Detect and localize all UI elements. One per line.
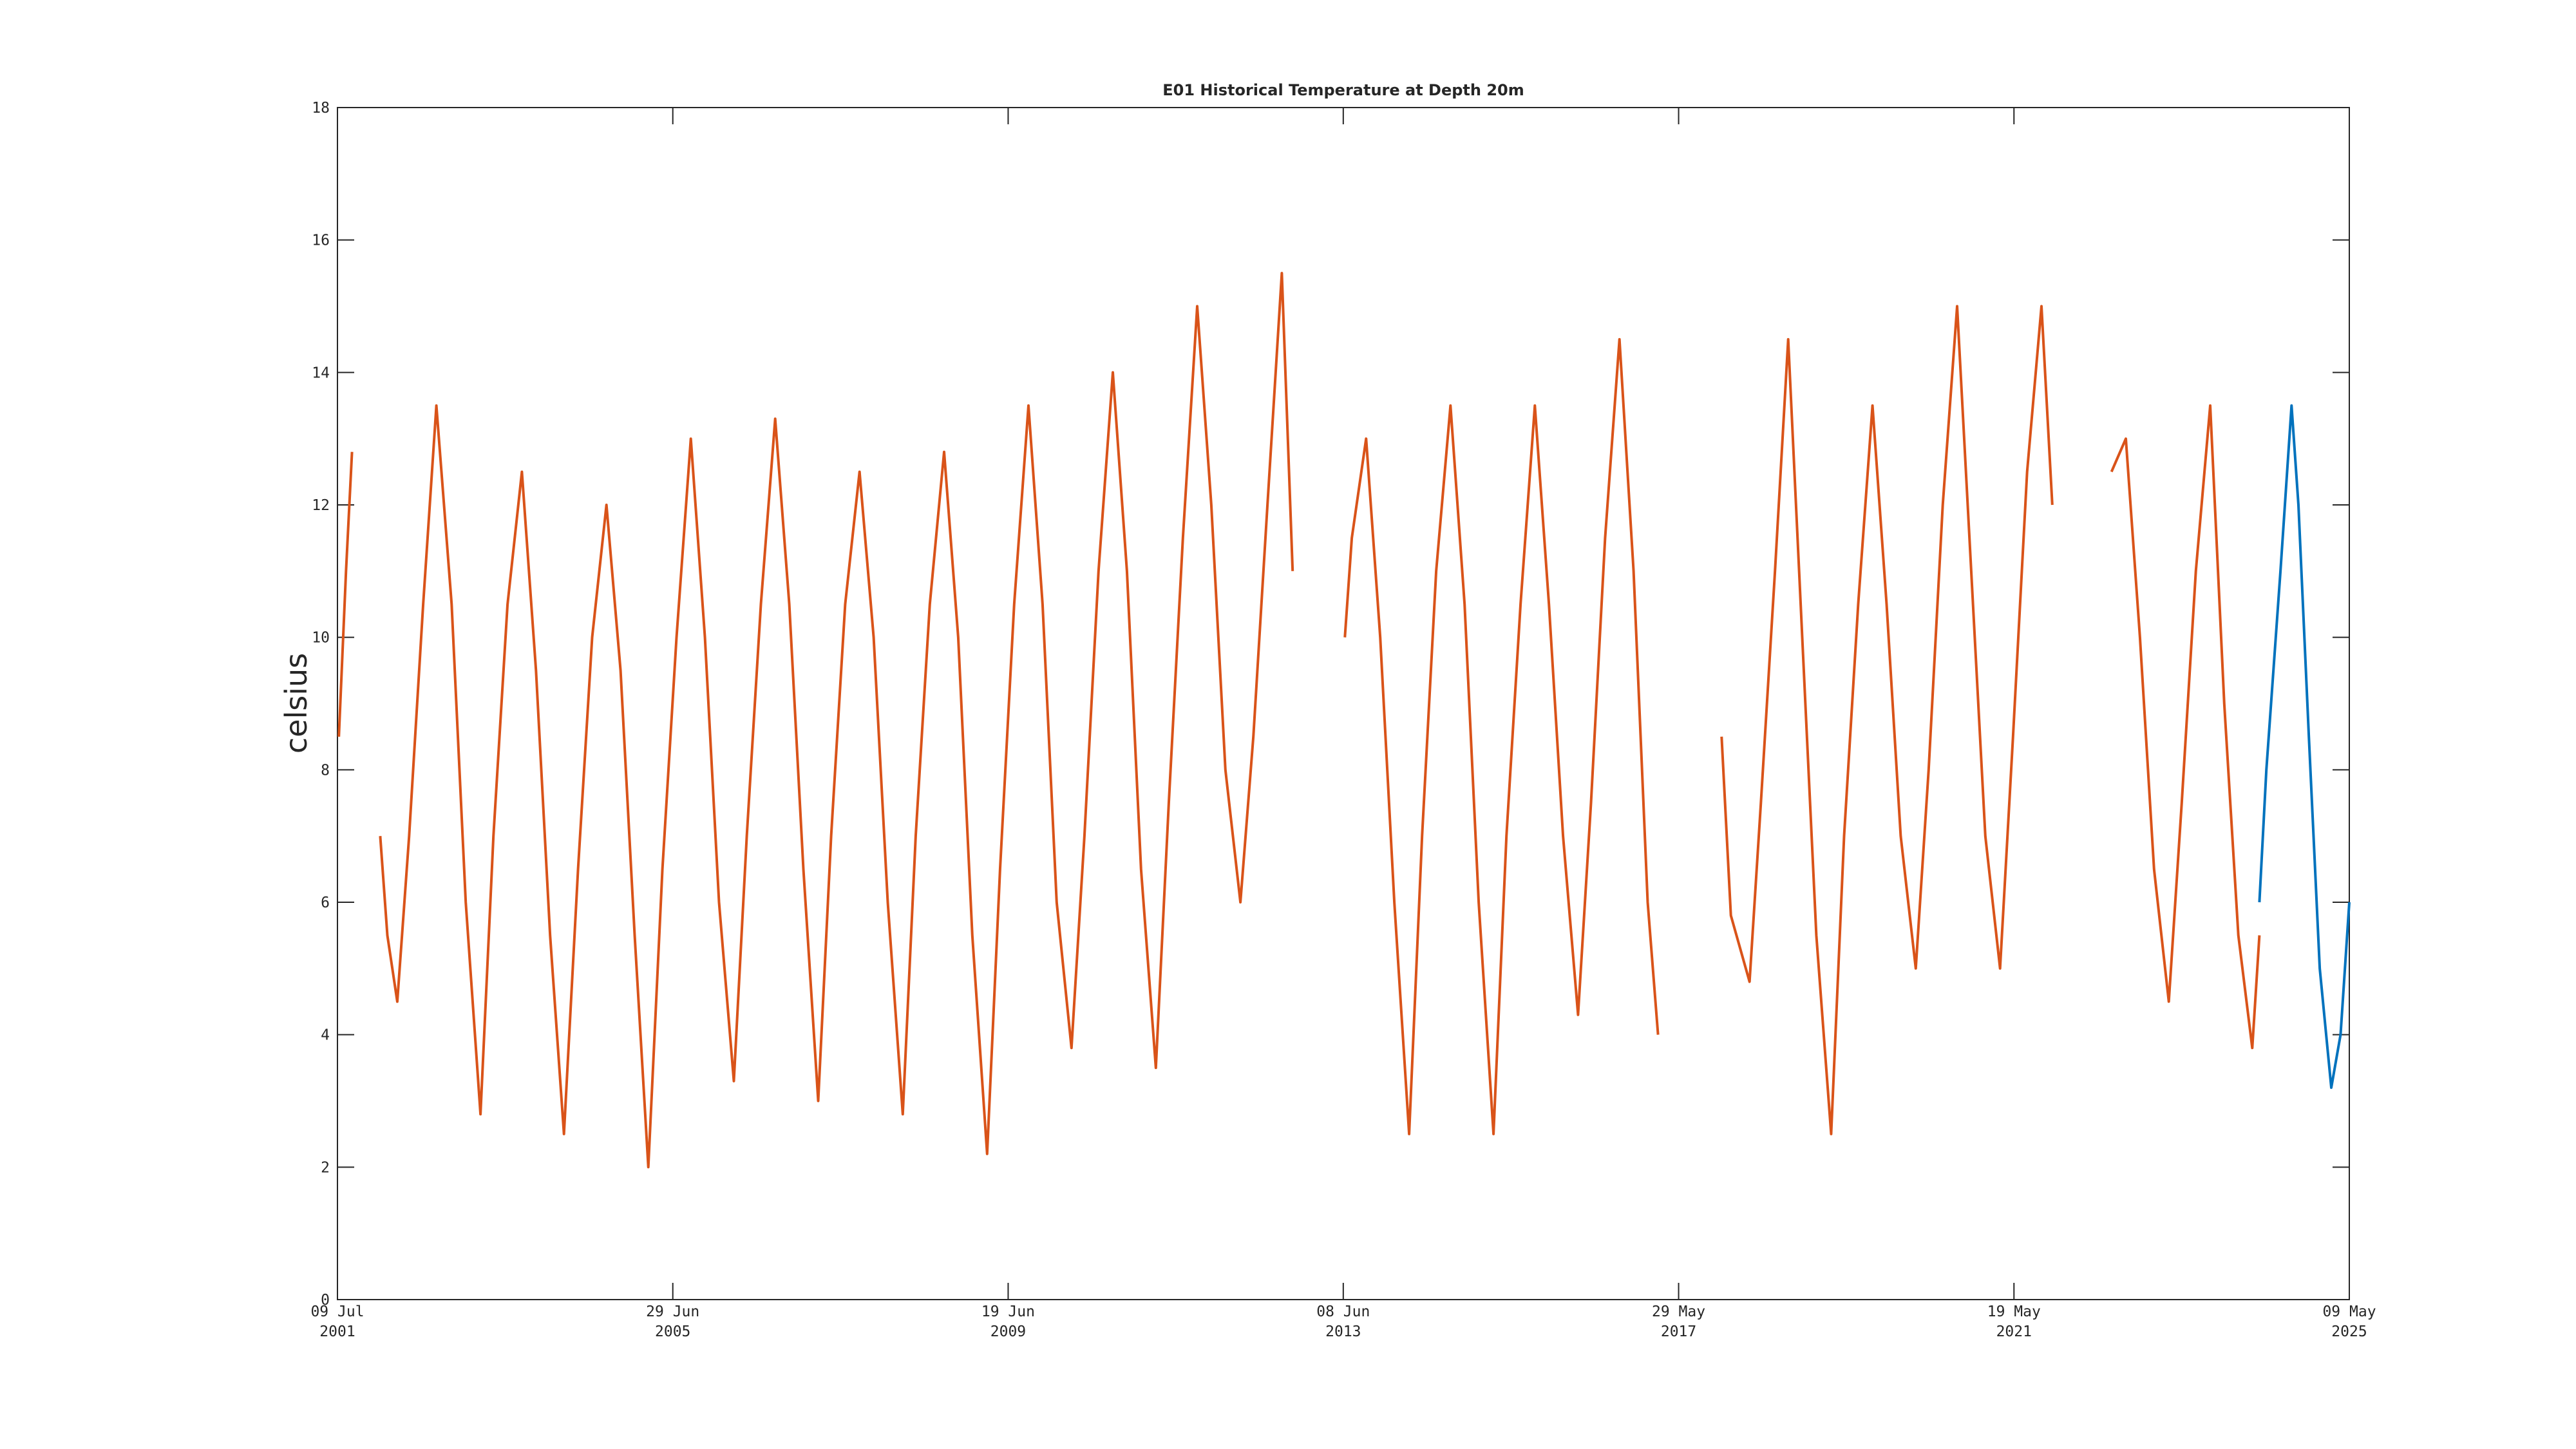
x-tick-label: 29 May: [1652, 1303, 1705, 1320]
x-tick-label: 09 May: [2322, 1303, 2376, 1320]
x-tick-label: 19 Jun: [981, 1303, 1035, 1320]
y-tick-label: 0: [321, 1292, 330, 1309]
x-tick-label: 2013: [1325, 1323, 1361, 1340]
y-tick-label: 10: [312, 630, 330, 647]
series-line: [2258, 404, 2351, 1089]
y-tick-label: 8: [321, 762, 330, 779]
y-axis-label: celsius: [279, 653, 314, 753]
chart-title: E01 Historical Temperature at Depth 20m: [1162, 81, 1524, 99]
x-tick-label: 09 Jul: [310, 1303, 364, 1320]
x-tick-label: 2025: [2331, 1323, 2367, 1340]
x-tick-label: 08 Jun: [1316, 1303, 1370, 1320]
y-tick-label: 18: [312, 100, 330, 117]
axes-box: [337, 107, 2350, 1300]
x-tick-label: 2021: [1996, 1323, 2032, 1340]
x-tick-label: 2009: [990, 1323, 1026, 1340]
series-line: [337, 272, 2261, 1169]
x-tick-label: 2017: [1661, 1323, 1696, 1340]
x-tick-label: 29 Jun: [646, 1303, 699, 1320]
x-tick-label: 19 May: [1987, 1303, 2041, 1320]
x-tick-label: 2005: [655, 1323, 690, 1340]
y-tick-label: 12: [312, 497, 330, 514]
y-tick-label: 16: [312, 232, 330, 249]
y-tick-label: 14: [312, 365, 330, 381]
x-tick-label: 2001: [319, 1323, 355, 1340]
y-tick-label: 6: [321, 895, 330, 911]
y-tick-label: 2: [321, 1159, 330, 1176]
y-tick-label: 4: [321, 1027, 330, 1044]
